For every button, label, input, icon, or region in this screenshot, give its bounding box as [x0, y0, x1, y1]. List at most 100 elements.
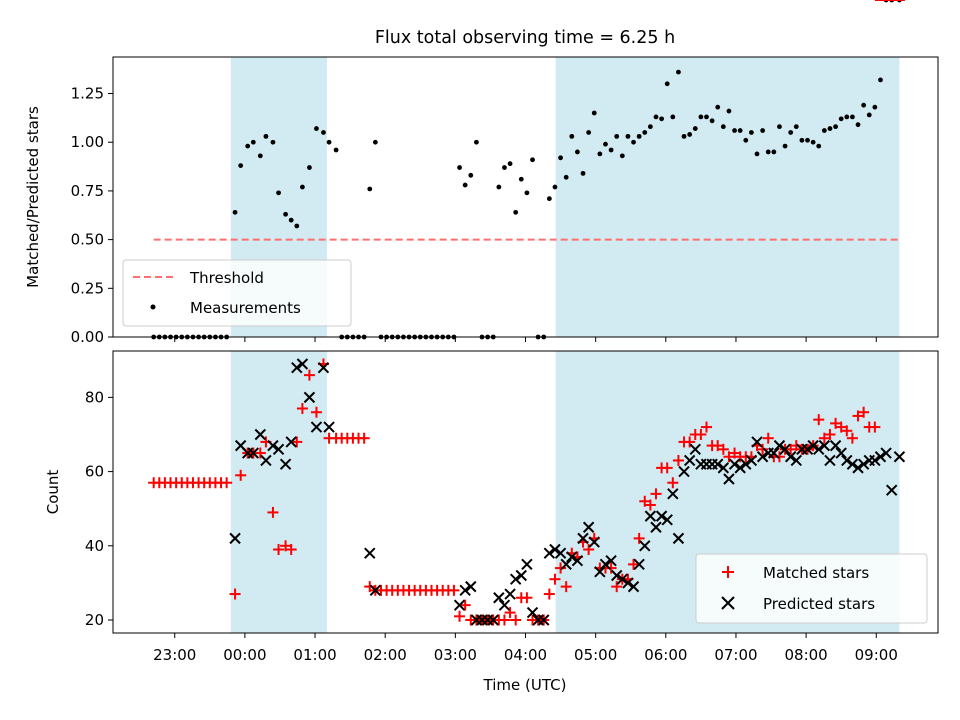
matched-star-point — [852, 410, 864, 422]
measurement-point — [642, 130, 648, 135]
predicted-star-point — [745, 454, 758, 467]
matched-star-point — [869, 421, 881, 433]
predicted-star-point — [317, 361, 330, 374]
predicted-star-point — [279, 458, 292, 470]
measurement-point — [473, 139, 479, 145]
measurement-point — [855, 122, 861, 128]
measurement-point — [704, 114, 709, 120]
measurement-point — [659, 116, 664, 122]
x-axis-label: Time (UTC) — [483, 676, 567, 694]
matched-star-point — [672, 454, 684, 466]
predicted-star-point — [509, 573, 522, 585]
predicted-star-point — [801, 443, 814, 456]
matched-star-point — [285, 544, 297, 556]
measurement-point — [771, 149, 777, 155]
predicted-star-point — [841, 454, 853, 467]
ratio-legend: Threshold Measurements — [122, 259, 352, 327]
measurement-point — [636, 133, 642, 139]
matched-star-point — [667, 477, 679, 489]
predicted-star-point — [779, 443, 791, 456]
predicted-star-point — [622, 577, 634, 589]
measurement-point — [563, 174, 569, 180]
measurement-point — [307, 165, 312, 170]
measurement-point — [546, 196, 552, 202]
x-tick-label: 08:00 — [784, 646, 827, 664]
matched-star-point — [358, 432, 370, 444]
y-tick-label: 40 — [85, 537, 104, 555]
measurement-point — [625, 133, 631, 139]
predicted-star-point — [728, 458, 741, 470]
predicted-star-point — [554, 547, 567, 559]
predicted-star-point — [773, 439, 786, 452]
ratio-legend-box — [122, 259, 352, 327]
measurement-point — [257, 153, 263, 159]
measurement-point — [326, 139, 332, 145]
matched-star-point — [454, 610, 466, 622]
measurement-point — [457, 165, 462, 170]
measurement-point — [591, 110, 597, 116]
matched-legend-swatch — [722, 566, 734, 578]
predicted-star-point — [807, 439, 819, 452]
matched-star-point — [303, 369, 315, 381]
measurement-point — [245, 143, 251, 149]
predicted-star-point — [835, 447, 847, 459]
x-tick-label: 05:00 — [574, 646, 617, 664]
matched-star-point — [684, 436, 696, 448]
predicted-star-point — [526, 606, 539, 619]
predicted-star-point — [610, 569, 623, 582]
ratio-y-label: Matched/Predicted stars — [24, 106, 42, 288]
measurement-point — [793, 124, 799, 130]
measurement-point — [250, 139, 256, 145]
measurement-point — [653, 114, 659, 120]
matched-star-point — [762, 432, 774, 444]
count-panel: 20 40 60 80 23:00 00:00 01:00 02:00 03:00 04:00 0… — [44, 0, 939, 694]
predicted-star-point — [633, 558, 645, 571]
matched-star-point — [818, 432, 830, 444]
predicted-star-point — [291, 361, 303, 374]
count-legend-box — [695, 553, 928, 624]
predicted-star-point — [247, 447, 260, 459]
measurement-point — [799, 137, 805, 143]
measurement-point — [496, 184, 502, 190]
measurement-point — [367, 186, 373, 192]
y-tick-label: 0.75 — [71, 182, 104, 200]
observing-windows-top — [230, 57, 900, 337]
measurement-point — [276, 190, 281, 196]
measurements-legend-swatch — [150, 304, 156, 310]
measurement-point — [670, 114, 676, 120]
measurement-point — [687, 132, 693, 137]
predicted-star-point — [599, 558, 612, 571]
count-legend: Matched stars Predicted stars — [695, 553, 928, 624]
measurement-point — [844, 114, 850, 120]
matched-star-point — [785, 443, 797, 455]
matched-star-point — [712, 440, 724, 452]
predicted-star-point — [543, 547, 556, 559]
matched-star-point — [717, 443, 729, 455]
predicted-star-point — [594, 566, 606, 578]
predicted-star-point — [577, 532, 589, 545]
measurement-point — [833, 124, 838, 130]
measurement-point — [468, 172, 474, 178]
measurement-point — [580, 170, 586, 176]
measurement-point — [558, 155, 563, 161]
measurement-point — [732, 128, 737, 133]
matched-star-point — [661, 462, 673, 474]
matched-star-point — [700, 421, 712, 433]
measurement-point — [709, 118, 715, 124]
matched-star-point — [644, 499, 656, 511]
measurement-point — [333, 147, 339, 153]
measurement-point — [552, 184, 558, 190]
matched-star-point — [448, 584, 460, 596]
measurement-point — [777, 124, 782, 130]
matched-star-point — [841, 425, 853, 437]
matched-star-point — [830, 417, 842, 429]
matched-star-point — [229, 588, 241, 600]
measurement-point — [715, 104, 721, 110]
threshold-legend-label: Threshold — [189, 269, 264, 287]
measurement-point — [597, 151, 603, 157]
matched-star-point — [605, 562, 617, 574]
matched-star-point — [504, 607, 516, 619]
predicted-star-point — [260, 454, 272, 467]
matched-star-point — [583, 544, 595, 556]
predicted-star-point — [498, 599, 511, 611]
